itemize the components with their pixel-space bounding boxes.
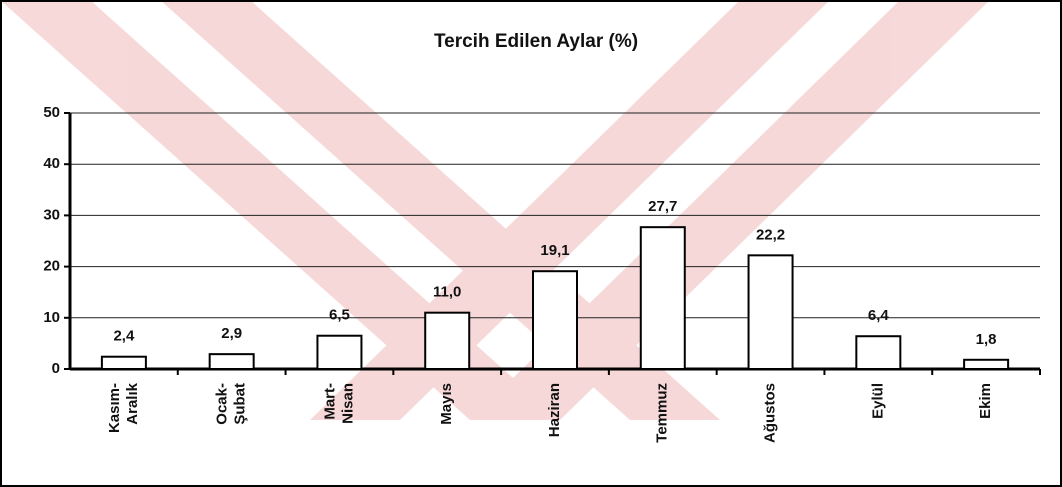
- x-tick-label: Ağustos: [762, 383, 779, 443]
- bar: [208, 353, 255, 371]
- x-tick-label: Ocak-Şubat: [214, 383, 249, 425]
- x-tick-label: Eylül: [869, 383, 886, 419]
- x-tick-label: Ekim: [977, 383, 994, 419]
- watermark: [0, 0, 990, 420]
- value-label: 6,4: [868, 307, 890, 324]
- bar: [639, 226, 686, 370]
- bar: [532, 270, 578, 371]
- x-tick-label: Mart-Nisan: [321, 383, 356, 424]
- y-tick-label: 20: [43, 258, 60, 275]
- bar: [316, 334, 363, 370]
- value-label: 6,5: [329, 307, 350, 324]
- value-label: 1,8: [976, 331, 997, 348]
- y-tick-label: 30: [43, 206, 60, 223]
- chart-title: Tercih Edilen Aylar (%): [434, 31, 638, 52]
- value-label: 19,1: [540, 242, 569, 259]
- bar: [747, 254, 794, 370]
- bar: [424, 311, 471, 370]
- value-label: 27,7: [648, 198, 677, 215]
- x-tick-label: Mayıs: [438, 383, 455, 425]
- y-tick-label: 10: [43, 309, 60, 326]
- y-tick-label: 40: [43, 155, 60, 172]
- y-tick-label: 50: [43, 104, 60, 121]
- x-tick-label: Kasım-Aralık: [106, 382, 141, 433]
- value-label: 2,4: [113, 328, 135, 345]
- value-label: 2,9: [221, 325, 242, 342]
- x-tick-label: Temmuz: [654, 383, 671, 443]
- value-label: 22,2: [756, 226, 785, 243]
- value-label: 11,0: [433, 284, 461, 301]
- x-tick-label: Haziran: [546, 383, 563, 437]
- y-tick-label: 0: [52, 360, 60, 377]
- bar: [855, 335, 902, 370]
- bar: [100, 355, 147, 371]
- bar: [963, 358, 1010, 370]
